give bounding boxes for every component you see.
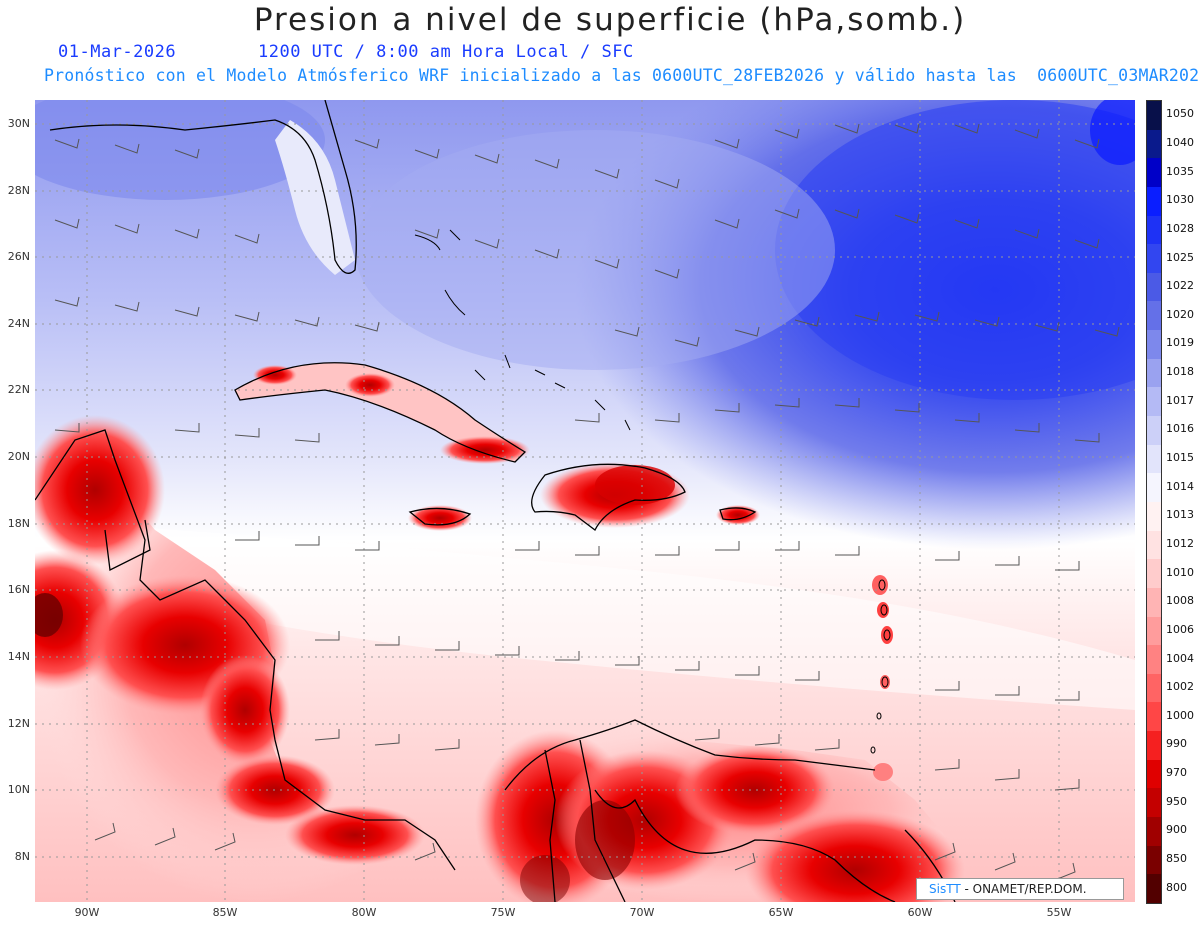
colorbar-swatch <box>1147 501 1161 531</box>
colorbar-swatch <box>1147 559 1161 588</box>
colorbar-level-label: 970 <box>1166 766 1187 780</box>
lat-label: 18N <box>7 517 30 530</box>
lat-label: 22N <box>7 383 30 396</box>
colorbar-swatch <box>1147 330 1161 359</box>
lat-label: 8N <box>14 850 30 863</box>
colorbar-swatch <box>1147 645 1161 674</box>
colorbar-level-label: 1008 <box>1166 594 1194 608</box>
colorbar-swatch <box>1147 416 1161 445</box>
colorbar-swatch <box>1147 272 1161 302</box>
colorbar-level-label: 1020 <box>1166 307 1194 321</box>
colorbar-level-label: 1022 <box>1166 279 1194 293</box>
lat-label: 26N <box>7 250 30 263</box>
colorbar-level-label: 1000 <box>1166 708 1194 722</box>
colorbar-level-label: 900 <box>1166 823 1187 837</box>
colorbar-level-label: 1010 <box>1166 565 1194 579</box>
credit-org: - ONAMET/REP.DOM. <box>964 882 1087 896</box>
colorbar-swatch <box>1147 845 1161 875</box>
colorbar-swatch <box>1147 186 1161 216</box>
colorbar-swatch <box>1147 444 1161 474</box>
colorbar-swatch <box>1147 215 1161 245</box>
colorbar-level-label: 1006 <box>1166 622 1194 636</box>
colorbar-level-label: 850 <box>1166 852 1187 866</box>
colorbar-swatch <box>1147 129 1161 159</box>
colorbar-level-label: 1050 <box>1166 107 1194 121</box>
lon-label: 70W <box>629 906 655 919</box>
lat-label: 28N <box>7 184 30 197</box>
colorbar-level-label: 1025 <box>1166 250 1194 264</box>
lon-label: 60W <box>907 906 933 919</box>
lat-label: 30N <box>7 117 30 130</box>
colorbar-swatch <box>1147 759 1161 789</box>
colorbar-swatch <box>1147 101 1161 130</box>
forecast-time: 1200 UTC / 8:00 am Hora Local / SFC <box>258 42 634 62</box>
colorbar-level-label: 990 <box>1166 737 1187 751</box>
colorbar-level-label: 1018 <box>1166 365 1194 379</box>
map-title: Presion a nivel de superficie (hPa,somb.… <box>253 2 967 38</box>
colorbar-level-label: 1015 <box>1166 451 1194 465</box>
lon-label: 65W <box>768 906 794 919</box>
sistt-logo: SisTT <box>929 882 961 896</box>
lat-label: 16N <box>7 583 30 596</box>
colorbar-swatch <box>1147 530 1161 560</box>
forecast-date: 01-Mar-2026 <box>58 42 177 62</box>
colorbar-swatch <box>1147 616 1161 646</box>
lon-label: 90W <box>74 906 100 919</box>
colorbar-swatch <box>1147 587 1161 617</box>
colorbar-level-label: 1014 <box>1166 479 1194 493</box>
colorbar-swatch <box>1147 473 1161 502</box>
lat-label: 24N <box>7 317 30 330</box>
colorbar-swatch <box>1147 817 1161 846</box>
colorbar-swatch <box>1147 358 1161 388</box>
lat-label: 20N <box>7 450 30 463</box>
credit-box: SisTT - ONAMET/REP.DOM. <box>916 878 1124 900</box>
colorbar-swatch <box>1147 788 1161 818</box>
colorbar-swatch <box>1147 301 1161 331</box>
colorbar-swatch <box>1147 244 1161 273</box>
model-info: Pronóstico con el Modelo Atmósferico WRF… <box>44 66 1200 85</box>
colorbar-level-label: 1012 <box>1166 536 1194 550</box>
colorbar-level-label: 1013 <box>1166 508 1194 522</box>
colorbar-swatch <box>1147 874 1161 903</box>
colorbar-level-label: 1016 <box>1166 422 1194 436</box>
colorbar-swatch <box>1147 673 1161 703</box>
colorbar-level-label: 1040 <box>1166 135 1194 149</box>
colorbar-level-label: 950 <box>1166 794 1187 808</box>
lat-label: 14N <box>7 650 30 663</box>
colorbar-level-label: 1030 <box>1166 193 1194 207</box>
colorbar-level-label: 1004 <box>1166 651 1194 665</box>
lon-label: 85W <box>212 906 238 919</box>
colorbar-swatch <box>1147 387 1161 417</box>
colorbar-swatch <box>1147 158 1161 187</box>
pressure-map <box>35 100 1135 902</box>
colorbar-level-label: 1002 <box>1166 680 1194 694</box>
colorbar-level-label: 800 <box>1166 880 1187 894</box>
lon-label: 75W <box>490 906 516 919</box>
colorbar-swatch <box>1147 702 1161 732</box>
colorbar-swatch <box>1147 731 1161 760</box>
lat-label: 12N <box>7 717 30 730</box>
colorbar-level-label: 1017 <box>1166 393 1194 407</box>
lat-label: 10N <box>7 783 30 796</box>
lon-label: 80W <box>351 906 377 919</box>
colorbar-level-label: 1035 <box>1166 164 1194 178</box>
colorbar-level-label: 1019 <box>1166 336 1194 350</box>
colorbar-level-label: 1028 <box>1166 221 1194 235</box>
pressure-colorbar <box>1146 100 1162 904</box>
lon-label: 55W <box>1046 906 1072 919</box>
